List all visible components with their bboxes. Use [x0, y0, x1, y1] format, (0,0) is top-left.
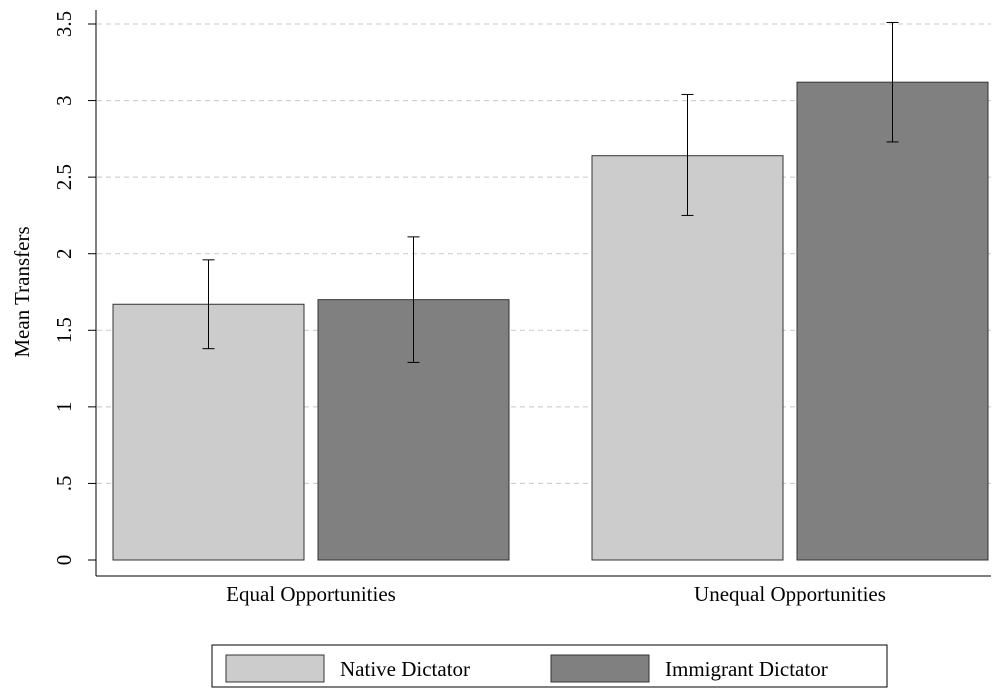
bar-immigrant-unequal	[796, 81, 989, 561]
error-bar	[886, 21, 899, 143]
y-tick-label: 1.5	[52, 317, 76, 343]
y-ticks: 0 .5 1 1.5 2 2.5 3 3.5	[52, 11, 96, 565]
y-tick-label: 2.5	[52, 164, 76, 190]
legend-swatch	[550, 654, 650, 683]
y-axis-label: Mean Transfers	[10, 226, 34, 357]
legend-label: Immigrant Dictator	[665, 657, 828, 681]
y-tick-label: 0	[52, 555, 76, 566]
y-tick-label: 3	[52, 95, 76, 106]
legend-label: Native Dictator	[340, 657, 470, 681]
legend-swatch	[225, 654, 325, 683]
error-bar	[202, 259, 215, 350]
error-bar	[681, 93, 694, 216]
category-label: Unequal Opportunities	[694, 582, 886, 606]
axes	[95, 10, 991, 577]
category-labels: Equal Opportunities Unequal Opportunities	[226, 582, 886, 606]
y-tick-label: .5	[52, 476, 76, 492]
category-label: Equal Opportunities	[226, 582, 396, 606]
error-bar	[407, 236, 420, 363]
legend: Native Dictator Immigrant Dictator	[211, 644, 888, 688]
bar-native-unequal	[591, 155, 784, 561]
error-bars	[202, 21, 899, 363]
bars	[112, 81, 989, 561]
y-tick-label: 1	[52, 402, 76, 413]
y-tick-label: 2	[52, 248, 76, 259]
y-tick-label: 3.5	[52, 11, 76, 37]
